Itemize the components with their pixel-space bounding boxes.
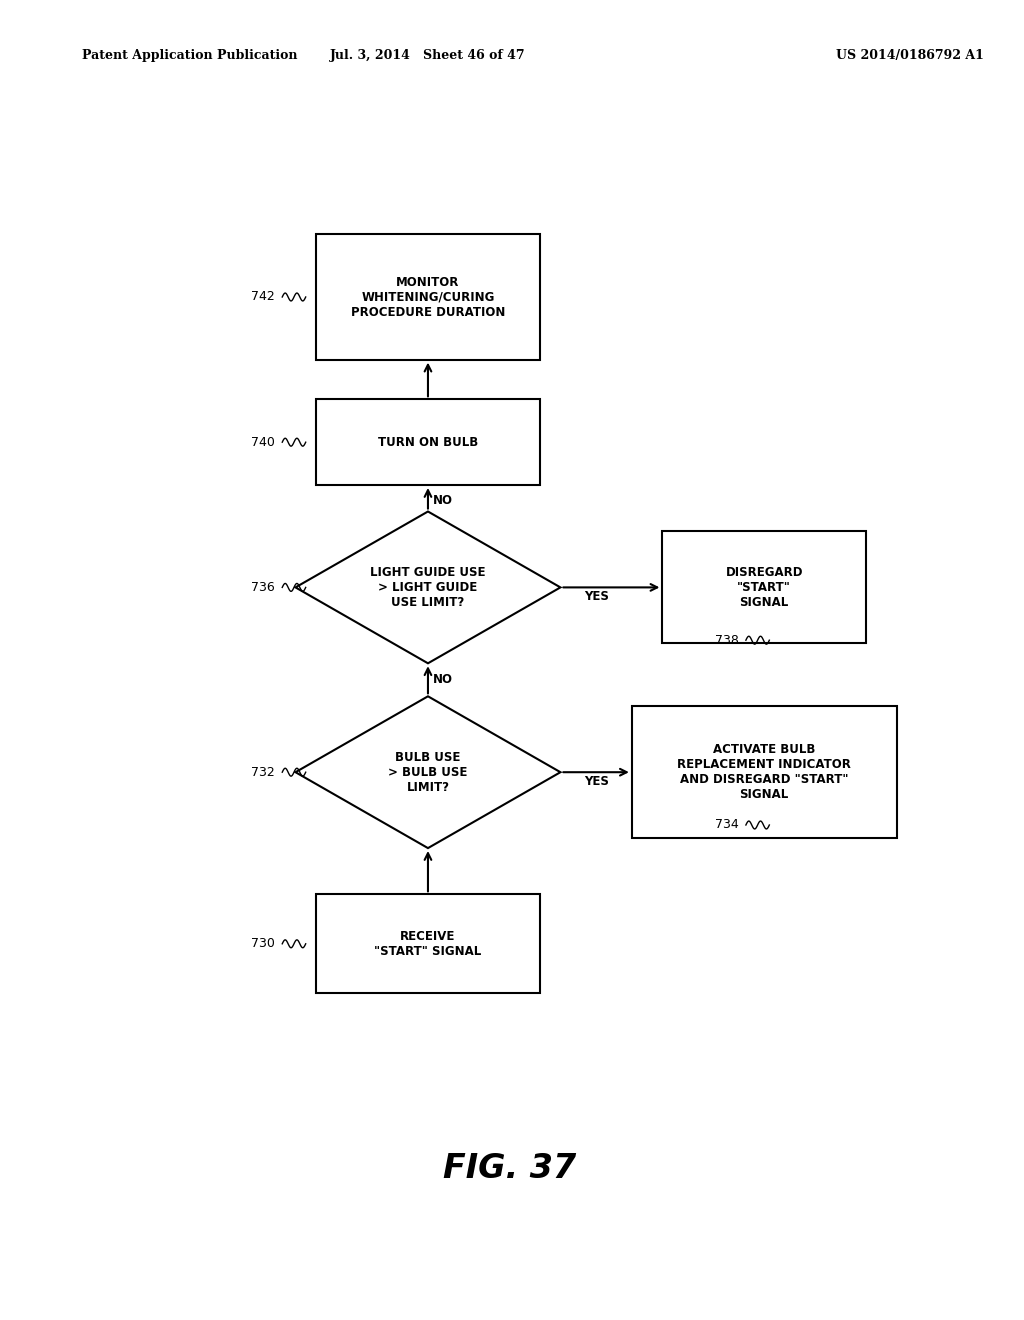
Polygon shape	[296, 697, 560, 849]
Text: YES: YES	[584, 590, 608, 603]
Text: ACTIVATE BULB
REPLACEMENT INDICATOR
AND DISREGARD "START"
SIGNAL: ACTIVATE BULB REPLACEMENT INDICATOR AND …	[677, 743, 851, 801]
Text: 736: 736	[251, 581, 275, 594]
Text: NO: NO	[433, 494, 453, 507]
Text: 730: 730	[251, 937, 275, 950]
Text: MONITOR
WHITENING/CURING
PROCEDURE DURATION: MONITOR WHITENING/CURING PROCEDURE DURAT…	[351, 276, 505, 318]
FancyBboxPatch shape	[315, 399, 540, 484]
Text: TURN ON BULB: TURN ON BULB	[378, 436, 478, 449]
Text: 738: 738	[715, 634, 738, 647]
Text: FIG. 37: FIG. 37	[442, 1151, 577, 1185]
FancyBboxPatch shape	[663, 531, 866, 643]
FancyBboxPatch shape	[315, 235, 540, 359]
Text: Jul. 3, 2014   Sheet 46 of 47: Jul. 3, 2014 Sheet 46 of 47	[330, 49, 525, 62]
Text: 742: 742	[251, 290, 275, 304]
Polygon shape	[296, 511, 560, 663]
Text: Patent Application Publication: Patent Application Publication	[82, 49, 297, 62]
Text: 740: 740	[251, 436, 275, 449]
Text: YES: YES	[584, 775, 608, 788]
Text: RECEIVE
"START" SIGNAL: RECEIVE "START" SIGNAL	[375, 929, 481, 958]
Text: DISREGARD
"START"
SIGNAL: DISREGARD "START" SIGNAL	[725, 566, 803, 609]
Text: NO: NO	[433, 673, 453, 686]
Text: LIGHT GUIDE USE
> LIGHT GUIDE
USE LIMIT?: LIGHT GUIDE USE > LIGHT GUIDE USE LIMIT?	[371, 566, 485, 609]
Text: BULB USE
> BULB USE
LIMIT?: BULB USE > BULB USE LIMIT?	[388, 751, 468, 793]
Text: US 2014/0186792 A1: US 2014/0186792 A1	[836, 49, 983, 62]
Text: 734: 734	[715, 818, 738, 832]
FancyBboxPatch shape	[632, 706, 897, 838]
FancyBboxPatch shape	[315, 895, 540, 993]
Text: 732: 732	[251, 766, 275, 779]
